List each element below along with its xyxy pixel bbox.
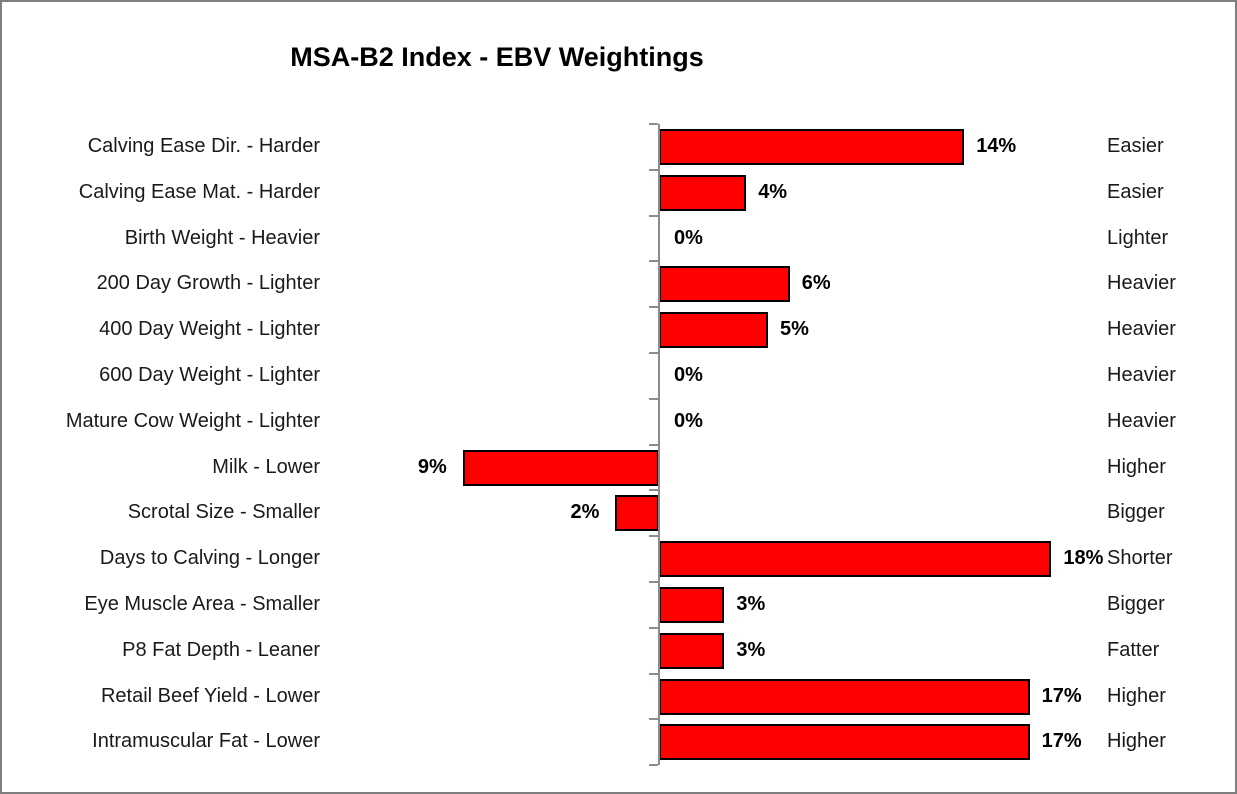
category-label: 200 Day Growth - Lighter [96, 272, 320, 295]
direction-label: Fatter [1107, 638, 1160, 661]
value-label: 0% [674, 364, 703, 386]
category-label: 600 Day Weight - Lighter [99, 364, 320, 386]
direction-label: Bigger [1107, 501, 1165, 524]
bar [659, 128, 965, 165]
axis-tick [649, 260, 658, 263]
direction-label: Higher [1107, 455, 1166, 478]
value-label: 3% [736, 638, 766, 661]
axis-tick [649, 397, 658, 400]
bar [659, 632, 725, 669]
axis-tick [649, 764, 658, 767]
direction-label: Heavier [1107, 318, 1176, 341]
direction-label: Bigger [1107, 593, 1165, 615]
direction-label: Heavier [1107, 364, 1176, 386]
category-label: Days to Calving - Longer [99, 547, 320, 570]
value-label: 5% [780, 318, 809, 341]
category-label: Eye Muscle Area - Smaller [84, 593, 320, 615]
direction-label: Heavier [1107, 272, 1176, 295]
category-label: P8 Fat Depth - Leaner [122, 638, 320, 661]
bar [659, 724, 1030, 761]
direction-label: Higher [1107, 684, 1166, 707]
category-label: Retail Beef Yield - Lower [100, 684, 320, 707]
bar [659, 266, 790, 303]
category-label: Milk - Lower [212, 455, 320, 478]
value-label: 0% [674, 409, 703, 432]
value-label: 14% [976, 135, 1017, 157]
value-axis-line [658, 124, 660, 766]
direction-label: Lighter [1107, 226, 1169, 249]
axis-tick [649, 535, 658, 538]
value-label: 2% [570, 501, 600, 524]
axis-tick [649, 123, 658, 125]
value-label: 3% [736, 593, 766, 615]
category-label: Mature Cow Weight - Lighter [65, 409, 320, 432]
axis-tick [649, 672, 658, 675]
value-label: 17% [1041, 684, 1082, 707]
bar [659, 541, 1052, 578]
chart-title: MSA-B2 Index - EBV Weightings [290, 42, 704, 72]
bar [462, 449, 659, 486]
direction-label: Easier [1107, 180, 1164, 203]
value-label: 9% [417, 455, 447, 478]
axis-tick [649, 581, 658, 583]
axis-tick [649, 352, 658, 354]
bar [659, 312, 768, 349]
axis-tick [649, 306, 658, 309]
value-label: 18% [1063, 547, 1104, 570]
bar [615, 495, 659, 532]
category-label: 400 Day Weight - Lighter [99, 318, 320, 341]
axis-tick [649, 168, 658, 171]
category-label: Birth Weight - Heavier [124, 226, 320, 249]
category-label: Scrotal Size - Smaller [127, 501, 320, 524]
axis-tick [649, 626, 658, 629]
axis-tick [649, 718, 658, 721]
category-label: Intramuscular Fat - Lower [92, 730, 320, 753]
direction-label: Shorter [1107, 547, 1173, 570]
category-label: Calving Ease Mat. - Harder [78, 180, 320, 203]
category-label: Calving Ease Dir. - Harder [87, 135, 320, 157]
value-label: 4% [758, 180, 788, 203]
value-label: 0% [674, 226, 703, 249]
direction-label: Easier [1107, 135, 1164, 157]
axis-tick [649, 443, 658, 446]
value-label: 6% [801, 272, 831, 295]
bar [659, 678, 1030, 715]
bar [659, 586, 725, 623]
direction-label: Heavier [1107, 409, 1176, 432]
direction-label: Higher [1107, 730, 1166, 753]
axis-tick [649, 214, 658, 217]
axis-tick [649, 489, 658, 492]
bar [659, 174, 747, 211]
value-label: 17% [1041, 730, 1082, 753]
